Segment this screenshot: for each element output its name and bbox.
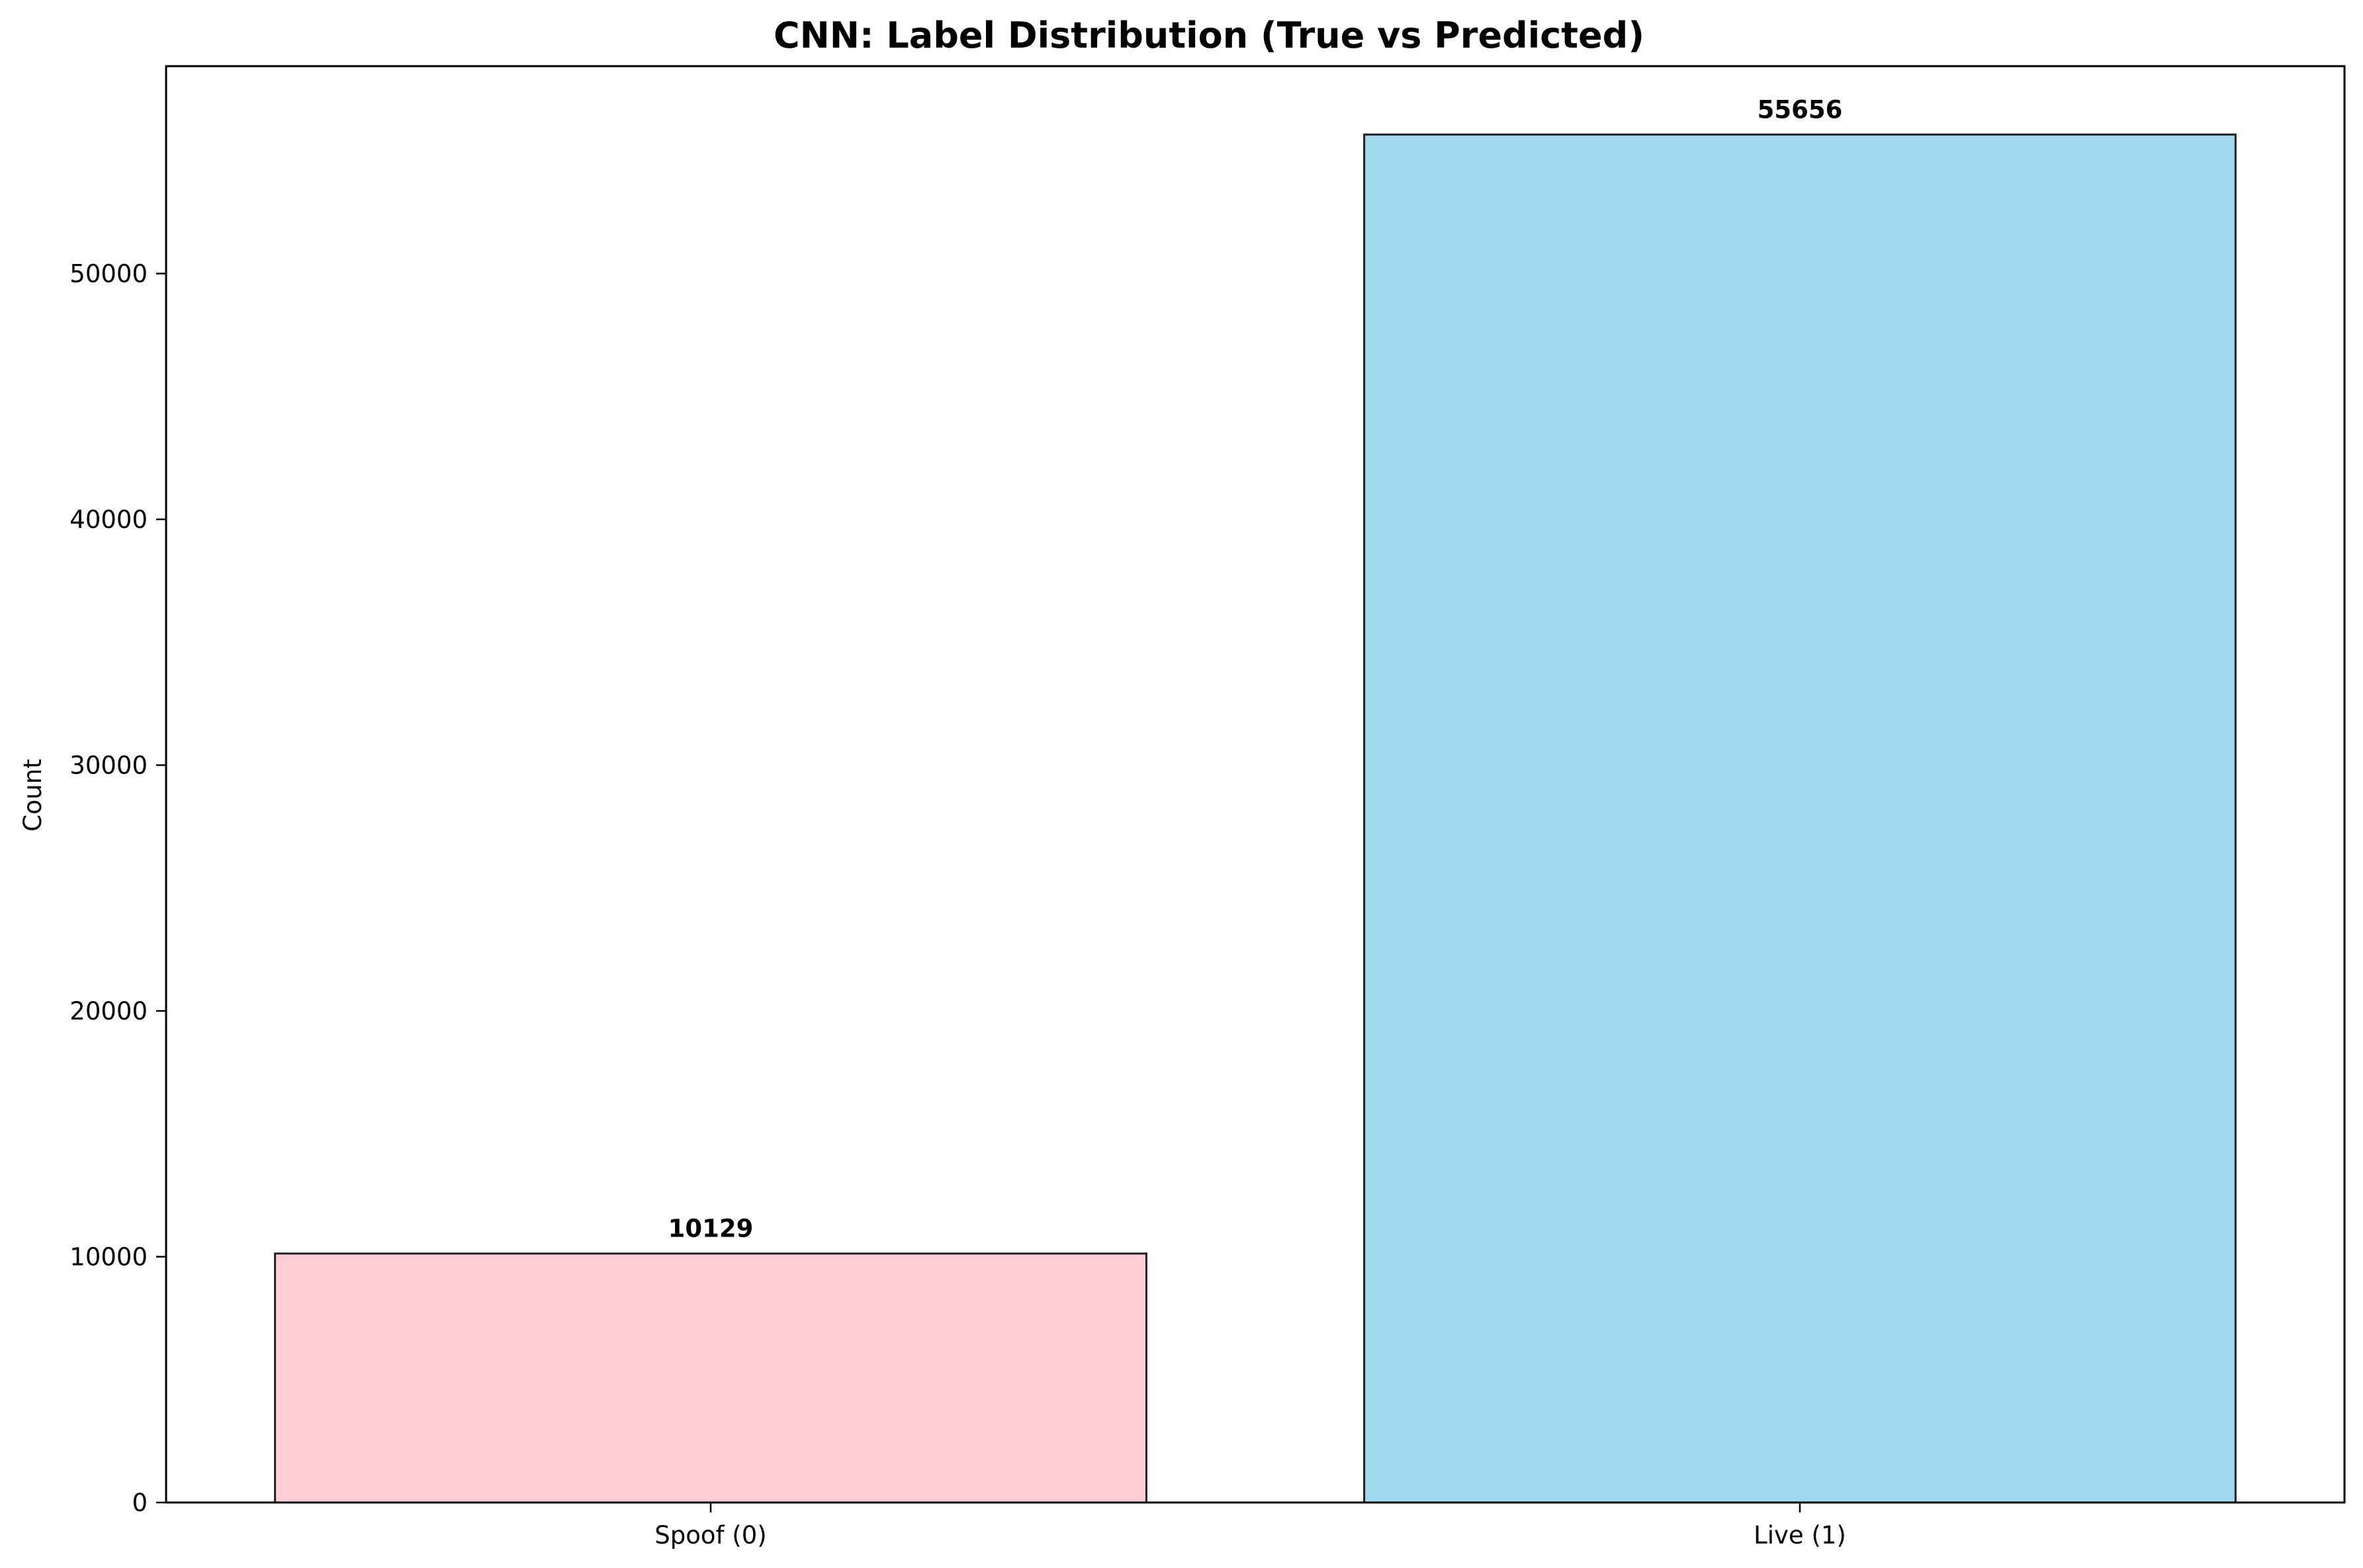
x-tick-label-0: Spoof (0): [654, 1521, 766, 1549]
bar-0: [274, 1252, 1147, 1504]
chart-title: CNN: Label Distribution (True vs Predict…: [774, 15, 1644, 56]
y-tick-label-5: 50000: [69, 259, 148, 288]
y-tick-label-2: 20000: [69, 997, 148, 1025]
y-axis-label: Count: [19, 759, 47, 832]
y-tick-label-0: 0: [132, 1489, 148, 1517]
bar-1: [1363, 133, 2237, 1504]
axes-frame: [165, 65, 2346, 1504]
x-tick-label-1: Live (1): [1754, 1521, 1846, 1549]
y-tick-label-3: 30000: [69, 751, 148, 779]
y-tick-label-4: 40000: [69, 505, 148, 534]
bar-value-label-0: 10129: [668, 1215, 754, 1243]
bar-value-label-1: 55656: [1758, 95, 1843, 124]
plot-area: 10129 Spoof (0) 55656 Live (1) 0 10000 20000 30…: [69, 65, 2346, 1549]
y-tick-label-1: 10000: [69, 1242, 148, 1271]
